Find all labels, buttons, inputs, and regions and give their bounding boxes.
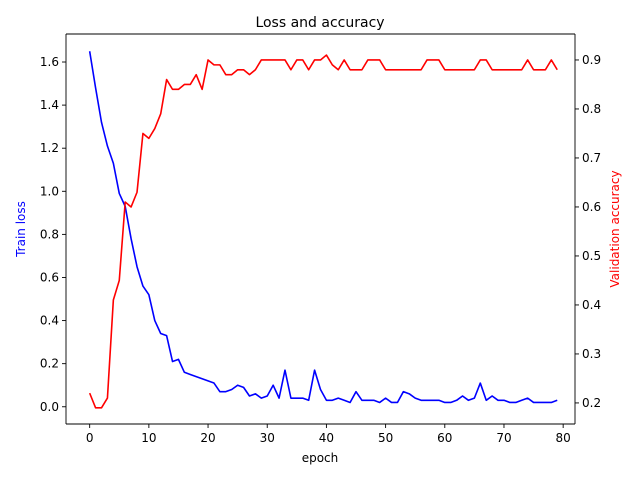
x-tick-label: 70 bbox=[496, 431, 511, 445]
chart-title: Loss and accuracy bbox=[255, 15, 384, 31]
y-right-tick-label: 0.6 bbox=[582, 200, 601, 214]
y-right-tick-label: 0.7 bbox=[582, 151, 601, 165]
x-tick-label: 0 bbox=[86, 431, 94, 445]
y-left-tick-label: 0.2 bbox=[40, 357, 59, 371]
y-axis-right: 0.2 0.3 0.4 0.5 0.6 0.7 0.8 0.9 bbox=[575, 53, 601, 410]
x-axis: 0 10 20 30 40 50 60 70 80 bbox=[86, 424, 571, 445]
y-right-tick-label: 0.8 bbox=[582, 102, 601, 116]
x-tick-label: 20 bbox=[200, 431, 215, 445]
y-right-tick-label: 0.4 bbox=[582, 298, 601, 312]
y-left-tick-label: 0.4 bbox=[40, 314, 59, 328]
y-axis-left-title: Train loss bbox=[14, 201, 28, 258]
y-axis-right-title: Validation accuracy bbox=[608, 170, 622, 287]
y-left-tick-label: 1.2 bbox=[40, 141, 59, 155]
x-axis-title: epoch bbox=[302, 451, 339, 465]
y-left-tick-label: 0.0 bbox=[40, 400, 59, 414]
plot-area bbox=[65, 33, 576, 425]
y-right-tick-label: 0.5 bbox=[582, 249, 601, 263]
loss-series-line bbox=[88, 51, 558, 404]
y-right-tick-label: 0.3 bbox=[582, 347, 601, 361]
y-left-tick-label: 0.8 bbox=[40, 227, 59, 241]
y-left-tick-label: 1.4 bbox=[40, 98, 59, 112]
y-right-tick-label: 0.2 bbox=[582, 396, 601, 410]
y-left-tick-label: 1.0 bbox=[40, 184, 59, 198]
x-tick-label: 50 bbox=[378, 431, 393, 445]
y-axis-left: 0.0 0.2 0.4 0.6 0.8 1.0 1.2 1.4 1.6 bbox=[40, 55, 66, 414]
x-tick-label: 10 bbox=[141, 431, 156, 445]
y-left-tick-label: 0.6 bbox=[40, 270, 59, 284]
x-tick-label: 60 bbox=[437, 431, 452, 445]
x-tick-label: 30 bbox=[260, 431, 275, 445]
accuracy-series-line bbox=[88, 54, 558, 409]
y-left-tick-label: 1.6 bbox=[40, 55, 59, 69]
y-right-tick-label: 0.9 bbox=[582, 53, 601, 67]
x-tick-label: 40 bbox=[319, 431, 334, 445]
x-tick-label: 80 bbox=[556, 431, 571, 445]
